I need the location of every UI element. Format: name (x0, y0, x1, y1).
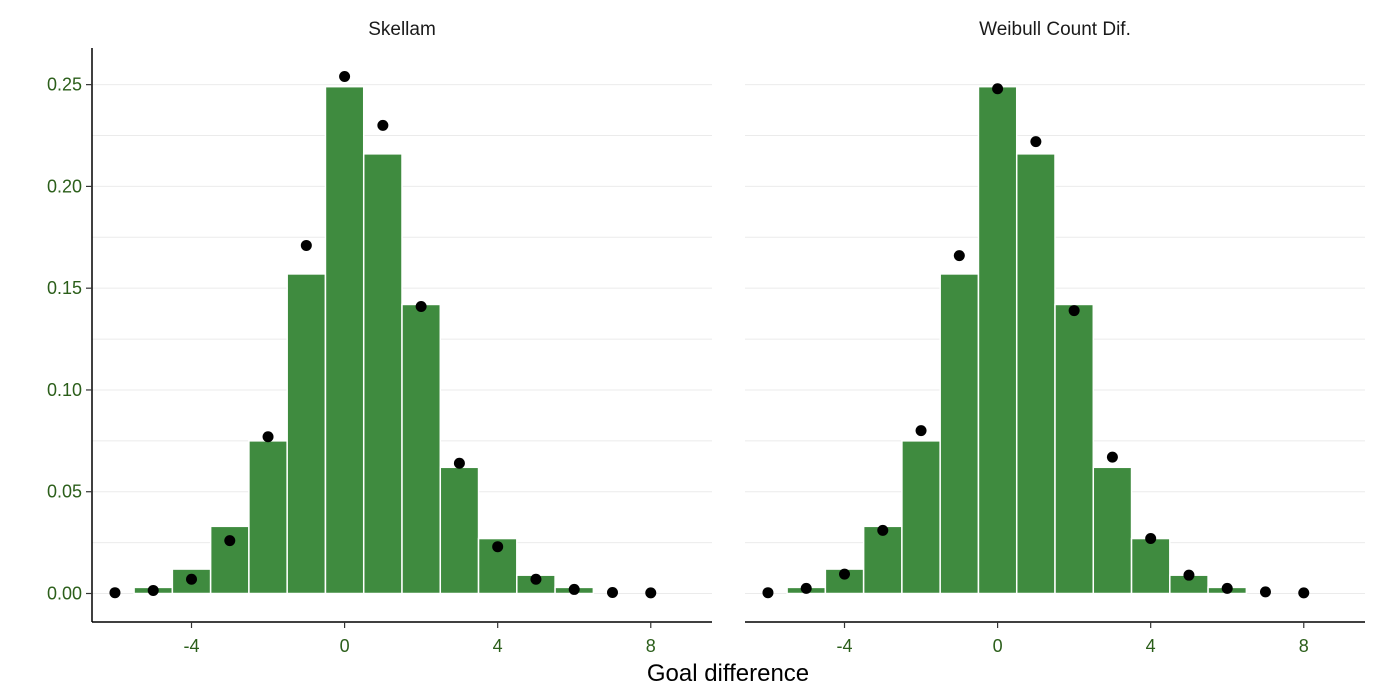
x-tick-label: 0 (340, 636, 350, 656)
point (186, 573, 198, 585)
point (568, 583, 580, 595)
bar (401, 303, 442, 595)
x-axis-label: Goal difference (647, 660, 809, 687)
bar (977, 85, 1018, 595)
bar (362, 153, 403, 595)
x-tick-label: 4 (493, 636, 503, 656)
bar (171, 568, 212, 595)
bar (939, 273, 980, 595)
point (300, 239, 312, 251)
point (1298, 587, 1310, 599)
point (877, 524, 889, 536)
bar (439, 466, 480, 595)
facet-title: Skellam (368, 19, 436, 40)
point (1145, 533, 1157, 545)
y-tick-label: 0.10 (47, 380, 82, 400)
bar (286, 273, 327, 595)
point (1106, 451, 1118, 463)
point (109, 587, 121, 599)
point (1030, 136, 1042, 148)
x-tick-label: 4 (1146, 636, 1156, 656)
point (1068, 305, 1080, 317)
bar (862, 525, 903, 595)
point (762, 587, 774, 599)
point (262, 431, 274, 443)
point (915, 425, 927, 437)
point (224, 535, 236, 547)
facet-title: Weibull Count Dif. (979, 19, 1131, 40)
x-tick-label: -4 (183, 636, 199, 656)
point (377, 119, 389, 131)
point (645, 587, 657, 599)
point (1183, 569, 1195, 581)
panel-1: 0.00 0.05 0.10 0.15 0.20 0.25 -4 0 4 8 Skellam (47, 19, 712, 656)
bar (1054, 303, 1095, 595)
y-tick-label: 0.20 (47, 176, 82, 196)
bar (477, 537, 518, 595)
point (1221, 582, 1233, 594)
y-tick-label: 0.00 (47, 584, 82, 604)
point (147, 584, 159, 596)
bar (248, 440, 288, 595)
x-tick-label: 8 (646, 636, 656, 656)
x-tick-label: 0 (993, 636, 1003, 656)
bar (901, 440, 941, 595)
point (492, 541, 504, 553)
point (453, 457, 465, 469)
point (800, 582, 812, 594)
x-tick-label: -4 (836, 636, 852, 656)
x-tick-label: 8 (1299, 636, 1309, 656)
bar (1092, 466, 1133, 595)
point (1259, 586, 1271, 598)
bar (324, 85, 365, 595)
point (953, 250, 965, 262)
bar (1130, 537, 1171, 595)
point (530, 573, 542, 585)
panel-2: -4 0 4 8 Weibull Count Dif. (745, 19, 1365, 656)
y-tick-label: 0.25 (47, 75, 82, 95)
point (606, 586, 618, 598)
bar (1015, 153, 1056, 595)
point (415, 301, 427, 313)
point (339, 70, 351, 82)
point (992, 83, 1004, 95)
y-tick-label: 0.15 (47, 278, 82, 298)
point (839, 568, 851, 580)
y-tick-label: 0.05 (47, 482, 82, 502)
